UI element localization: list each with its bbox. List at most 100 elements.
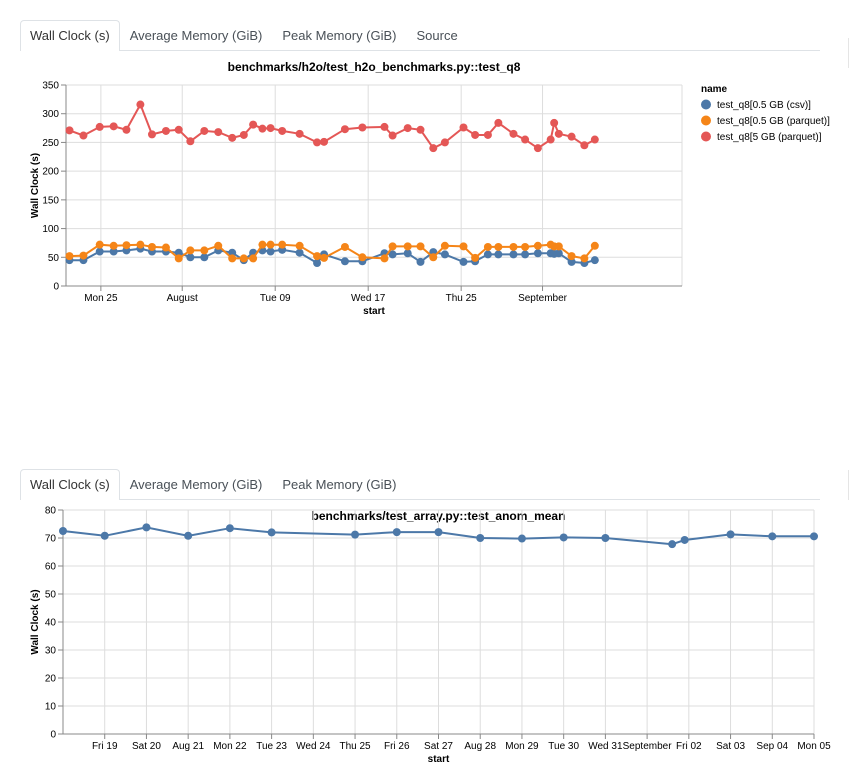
panel-edge bbox=[848, 38, 852, 68]
data-point bbox=[295, 129, 304, 138]
data-point bbox=[258, 124, 267, 133]
data-point bbox=[471, 253, 480, 262]
data-point bbox=[416, 257, 425, 266]
y-tick-label: 70 bbox=[45, 534, 57, 545]
x-tick-label: Tue 23 bbox=[256, 741, 287, 752]
data-point bbox=[680, 535, 689, 544]
data-point bbox=[440, 138, 449, 147]
x-tick-label: Mon 22 bbox=[213, 741, 247, 752]
data-point bbox=[580, 141, 589, 150]
data-point bbox=[79, 131, 88, 140]
data-point bbox=[459, 257, 468, 266]
data-point bbox=[228, 254, 237, 263]
data-point bbox=[429, 253, 438, 262]
x-tick-label: Tue 09 bbox=[260, 293, 291, 304]
legend-title: name bbox=[701, 84, 728, 95]
data-point bbox=[122, 125, 131, 134]
data-point bbox=[225, 524, 234, 533]
y-tick-label: 10 bbox=[45, 702, 57, 713]
x-tick-label: Mon 05 bbox=[797, 741, 831, 752]
data-point bbox=[494, 118, 503, 127]
benchmark-panel-anom-mean: Wall Clock (s) Average Memory (GiB) Peak… bbox=[0, 440, 852, 783]
data-point bbox=[174, 254, 183, 263]
data-point bbox=[483, 130, 492, 139]
data-point bbox=[416, 242, 425, 251]
data-point bbox=[509, 250, 518, 259]
data-point bbox=[668, 540, 677, 549]
data-point bbox=[459, 123, 468, 132]
data-point bbox=[200, 126, 209, 135]
data-point bbox=[533, 249, 542, 258]
data-point bbox=[295, 241, 304, 250]
data-point bbox=[122, 241, 131, 250]
data-point bbox=[494, 242, 503, 251]
y-tick-label: 0 bbox=[53, 282, 59, 293]
data-point bbox=[392, 528, 401, 537]
tab-average-memory[interactable]: Average Memory (GiB) bbox=[129, 477, 263, 492]
tab-peak-memory[interactable]: Peak Memory (GiB) bbox=[282, 28, 397, 43]
tab-average-memory[interactable]: Average Memory (GiB) bbox=[129, 28, 263, 43]
x-tick-label: Sat 03 bbox=[716, 741, 745, 752]
data-point bbox=[768, 532, 777, 541]
x-tick-label: September bbox=[518, 293, 568, 304]
data-point bbox=[358, 253, 367, 262]
x-tick-label: Wed 24 bbox=[296, 741, 331, 752]
data-point bbox=[174, 125, 183, 134]
data-point bbox=[403, 242, 412, 251]
legend-swatch bbox=[701, 99, 711, 110]
x-tick-label: September bbox=[623, 741, 673, 752]
data-point bbox=[380, 122, 389, 131]
y-tick-label: 250 bbox=[42, 138, 59, 149]
data-point bbox=[509, 129, 518, 138]
tab-source[interactable]: Source bbox=[416, 28, 458, 43]
x-tick-label: Fri 19 bbox=[92, 741, 118, 752]
data-point bbox=[483, 250, 492, 259]
data-point bbox=[59, 527, 67, 535]
data-point bbox=[403, 249, 412, 258]
legend-swatch bbox=[701, 115, 711, 126]
data-point bbox=[95, 247, 104, 256]
tab-wall-clock[interactable]: Wall Clock (s) bbox=[20, 469, 120, 500]
data-point bbox=[214, 128, 223, 137]
data-point bbox=[440, 241, 449, 250]
y-tick-label: 100 bbox=[42, 224, 59, 235]
data-point bbox=[228, 248, 237, 257]
legend-label: test_q8[5 GB (parquet)] bbox=[717, 132, 822, 143]
data-point bbox=[550, 118, 559, 127]
data-point bbox=[214, 241, 223, 250]
y-tick-label: 350 bbox=[42, 81, 59, 92]
data-point bbox=[266, 240, 275, 249]
data-point bbox=[109, 122, 118, 131]
x-tick-label: Thu 25 bbox=[339, 741, 371, 752]
data-point bbox=[388, 242, 397, 251]
data-point bbox=[554, 242, 563, 251]
data-point bbox=[313, 259, 322, 268]
data-point bbox=[533, 144, 542, 153]
data-point bbox=[109, 247, 118, 256]
data-point bbox=[249, 120, 258, 129]
tab-wall-clock[interactable]: Wall Clock (s) bbox=[20, 20, 120, 51]
data-point bbox=[340, 242, 349, 251]
wall-clock-chart-anom-mean: benchmarks/test_array.py::test_anom_mean… bbox=[30, 506, 831, 766]
x-tick-label: Sep 04 bbox=[756, 741, 788, 752]
tab-peak-memory[interactable]: Peak Memory (GiB) bbox=[282, 477, 397, 492]
data-point bbox=[358, 123, 367, 132]
data-point bbox=[249, 254, 258, 263]
metric-tabs: Wall Clock (s) Average Memory (GiB) Peak… bbox=[20, 20, 820, 51]
data-point bbox=[200, 253, 209, 262]
legend-label: test_q8[0.5 GB (csv)] bbox=[717, 100, 811, 111]
data-point bbox=[440, 250, 449, 259]
legend-swatch bbox=[701, 131, 711, 142]
data-point bbox=[278, 126, 287, 135]
x-tick-label: Sat 27 bbox=[424, 741, 453, 752]
data-point bbox=[521, 135, 530, 144]
data-point bbox=[239, 130, 248, 139]
data-point bbox=[239, 254, 248, 263]
data-point bbox=[258, 240, 267, 249]
x-tick-label: Tue 30 bbox=[548, 741, 579, 752]
data-point bbox=[95, 122, 104, 131]
data-point bbox=[136, 240, 145, 249]
data-point bbox=[590, 256, 599, 265]
data-point bbox=[554, 249, 563, 258]
data-point bbox=[388, 131, 397, 140]
